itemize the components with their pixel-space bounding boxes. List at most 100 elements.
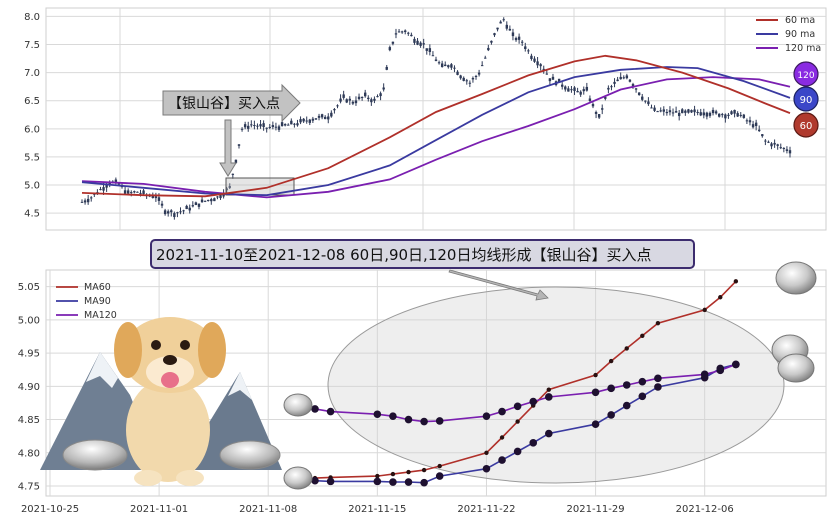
candle-body	[136, 191, 139, 193]
zoom-point-MA90	[529, 439, 538, 447]
candle-body	[142, 190, 145, 195]
candle-body	[579, 91, 582, 95]
candle-body	[484, 57, 487, 59]
candle-body	[317, 115, 321, 118]
dog-eye-right	[180, 340, 190, 350]
candle-body	[733, 109, 736, 114]
candle-body	[671, 112, 675, 114]
candle-body	[767, 141, 770, 143]
legend-label-MA90: MA90	[84, 296, 111, 307]
candle-body	[437, 62, 441, 64]
silver-cup-icon	[283, 466, 313, 490]
candle-body	[653, 107, 656, 111]
candle-body	[471, 78, 475, 80]
candle-body	[444, 64, 447, 67]
silver-ingot-left	[62, 439, 128, 471]
zoom-point-MA90	[513, 447, 522, 456]
silver-ingot-right	[219, 440, 281, 470]
zoom-point-MA120	[622, 381, 631, 389]
candle-body	[277, 126, 281, 130]
candle-body	[730, 111, 733, 115]
legend-label-ma120: 120 ma	[785, 43, 821, 54]
dog-paw-left	[134, 470, 162, 486]
zoom-point-MA90	[545, 429, 553, 438]
candle-body	[561, 84, 564, 87]
zoom-point-MA120	[529, 397, 538, 406]
candle-body	[524, 46, 527, 50]
candle-body	[197, 203, 201, 207]
zoom-x-tick-label: 2021-11-22	[457, 504, 515, 515]
candle-body	[576, 90, 579, 93]
candle-body	[490, 40, 493, 43]
zoom-x-ticks: 2021-10-25 2021-11-01 2021-11-08 2021-11-15…	[21, 504, 734, 515]
silver-valley-ellipse	[327, 286, 785, 484]
zoom-y-tick-label: 4.90	[18, 382, 40, 393]
candle-body	[622, 77, 625, 79]
candle-body	[234, 159, 238, 164]
zoom-x-tick-label: 2021-11-15	[348, 504, 406, 515]
legend-label-ma60: 60 ma	[785, 15, 815, 26]
title-banner-text: 2021-11-10至2021-12-08 60日,90日,120日均线形成【银…	[156, 246, 651, 264]
candle-body	[339, 98, 342, 102]
zoom-y-tick-label: 4.95	[18, 349, 40, 360]
zoom-y-tick-label: 4.80	[18, 448, 40, 459]
price-plot-area	[45, 7, 827, 231]
zoom-point-MA60	[499, 435, 505, 440]
zoom-point-MA90	[498, 456, 506, 464]
candle-body	[247, 125, 250, 129]
candle-body	[385, 66, 388, 70]
mountain-left-snow	[86, 352, 118, 388]
zoom-point-MA90	[654, 383, 662, 391]
zoom-x-tick-label: 2021-10-25	[21, 504, 79, 515]
candle-body	[419, 42, 422, 46]
candle-body	[90, 197, 93, 199]
candle-body	[462, 77, 465, 81]
zoom-point-MA90	[607, 411, 615, 419]
candle-body	[465, 80, 468, 82]
candle-body	[459, 75, 462, 79]
zoom-point-MA120	[420, 417, 428, 426]
candle-body	[117, 183, 121, 185]
candle-body	[564, 86, 567, 90]
mountain-right-snow	[228, 372, 252, 400]
candle-body	[305, 120, 308, 122]
candle-body	[179, 211, 182, 213]
candle-body	[105, 184, 108, 188]
candle-body	[450, 64, 453, 68]
zoom-x-tick-label: 2021-11-01	[130, 504, 188, 515]
candle-body	[210, 199, 213, 202]
candle-body	[539, 64, 542, 67]
candle-body	[456, 71, 459, 75]
zoom-point-MA120	[732, 360, 740, 369]
candle-body	[80, 201, 84, 203]
candle-body	[588, 98, 592, 102]
zoom-x-tick-label: 2021-11-08	[239, 504, 297, 515]
silver-cup-icon	[283, 393, 313, 417]
candle-body	[370, 99, 373, 103]
legend-label-MA60: MA60	[84, 282, 111, 293]
candle-body	[133, 191, 136, 193]
candle-body	[514, 37, 518, 41]
zoom-point-MA60	[608, 358, 614, 364]
candle-body	[776, 144, 779, 146]
candle-body	[354, 100, 358, 104]
candle-body	[382, 87, 385, 90]
zoom-point-MA90	[482, 464, 491, 473]
zoom-point-MA120	[482, 412, 491, 421]
candle-body	[557, 78, 561, 83]
candle-body	[170, 210, 173, 213]
zoom-y-ticks: 4.75 4.80 4.85 4.90 4.95 5.00 5.05	[18, 282, 40, 492]
candle-body	[530, 55, 533, 59]
candle-body	[253, 125, 256, 127]
zoom-point-MA90	[420, 478, 428, 487]
candle-body	[616, 79, 619, 82]
candle-body	[357, 96, 361, 100]
candle-body	[216, 196, 219, 198]
silver-cup-icon	[777, 353, 815, 383]
candle-body	[662, 109, 665, 112]
candle-body	[499, 21, 502, 24]
candle-body	[705, 112, 709, 117]
zoom-point-MA90	[326, 477, 335, 486]
candle-body	[348, 98, 352, 101]
zoom-point-MA90	[638, 392, 647, 401]
